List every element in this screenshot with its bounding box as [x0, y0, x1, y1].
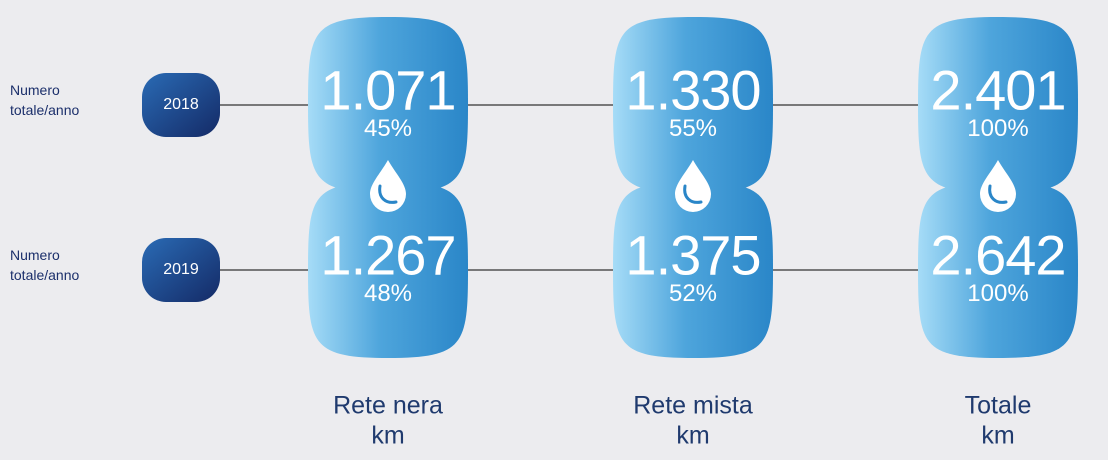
value: 1.330 — [625, 58, 761, 122]
value: 1.071 — [320, 58, 456, 122]
column-label: Rete nera — [333, 391, 443, 420]
column-unit: km — [981, 421, 1015, 450]
row-label: Numero totale/anno — [10, 82, 80, 118]
value-blob — [918, 182, 1078, 358]
column-label: Totale — [964, 391, 1032, 420]
value: 2.401 — [930, 58, 1066, 122]
row-label: Numero totale/anno — [10, 247, 80, 283]
year-pill — [142, 73, 220, 137]
year-label: 2019 — [163, 261, 199, 278]
value: 2.642 — [930, 223, 1066, 287]
drop-shine — [683, 184, 703, 204]
drop-shine — [988, 184, 1008, 204]
water-drop — [980, 160, 1016, 212]
share: 45% — [363, 115, 413, 142]
year-label: 2018 — [163, 96, 199, 113]
column-label: Rete mista — [633, 391, 753, 420]
value-blob — [613, 182, 773, 358]
value-blob — [613, 16, 773, 194]
column-unit: km — [676, 421, 710, 450]
value: 1.375 — [625, 223, 761, 287]
column-unit: km — [371, 421, 405, 450]
drop-shine — [378, 184, 398, 204]
share: 100% — [967, 280, 1029, 307]
share: 100% — [967, 115, 1029, 142]
value: 1.267 — [320, 223, 456, 287]
value-blob — [918, 16, 1078, 194]
value-blob — [308, 16, 468, 194]
water-drop — [370, 160, 406, 212]
share: 55% — [668, 115, 718, 142]
share: 48% — [363, 280, 413, 307]
year-pill — [142, 238, 220, 302]
share: 52% — [668, 280, 718, 307]
water-drop — [675, 160, 711, 212]
value-blob — [308, 182, 468, 358]
